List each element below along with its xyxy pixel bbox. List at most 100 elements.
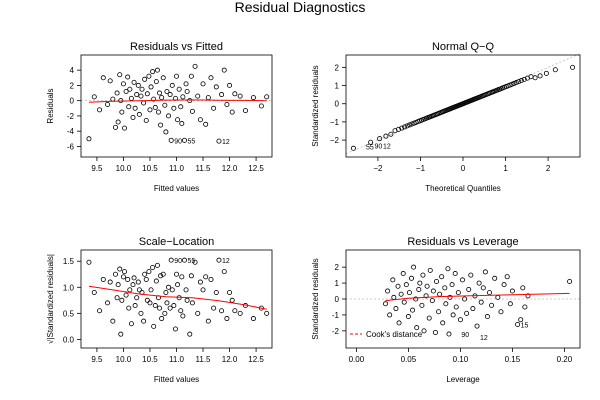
point-label: 90 [461, 332, 469, 339]
data-point [219, 308, 225, 314]
data-point [160, 75, 166, 81]
x-tick-label: 11.0 [169, 164, 185, 173]
panel-title: Scale−Location [139, 236, 215, 248]
data-point [390, 277, 396, 283]
data-point [192, 259, 198, 265]
data-point [120, 274, 126, 280]
data-point [440, 320, 446, 326]
point-label: 90 [174, 138, 182, 145]
data-point [457, 317, 463, 323]
data-point [125, 276, 131, 282]
data-point [144, 91, 150, 97]
data-point [150, 69, 156, 75]
data-point [100, 276, 106, 282]
x-tick-label: 10.5 [142, 164, 158, 173]
data-point [138, 310, 144, 316]
x-tick-label: 0.00 [349, 355, 365, 364]
data-point [181, 137, 187, 143]
data-point [537, 73, 543, 79]
data-point [205, 318, 211, 324]
data-point [112, 124, 118, 130]
residuals-vs-fitted-panel: 90 55 12 9.5 10.0 10.5 11.0 11.5 12.0 12.5 -6 -4 -2 0… [46, 41, 273, 193]
data-point [178, 308, 184, 314]
data-point [132, 303, 138, 309]
data-point [391, 294, 397, 300]
data-point [115, 282, 121, 288]
data-point [115, 119, 121, 125]
data-point [126, 104, 132, 110]
data-point [237, 310, 243, 316]
data-point [532, 75, 538, 81]
y-tick-label: -2 [332, 327, 340, 336]
point-label: 12 [222, 258, 230, 265]
data-point [178, 104, 184, 110]
data-point [402, 124, 408, 130]
data-point [442, 285, 448, 291]
data-point [117, 72, 123, 78]
data-point [232, 91, 238, 97]
data-point [396, 320, 402, 326]
data-point [141, 318, 147, 324]
data-point [395, 283, 401, 289]
data-point [180, 94, 186, 100]
data-point [399, 125, 405, 131]
data-point [221, 67, 227, 73]
x-tick-label: 0.05 [401, 355, 417, 364]
x-tick-label: 12.0 [222, 355, 238, 364]
x-tick-label: 10.0 [116, 355, 132, 364]
data-point [462, 296, 468, 302]
data-point [513, 80, 519, 86]
data-point [406, 290, 412, 296]
x-tick-label: 1 [503, 164, 508, 173]
scale-location-panel: 90 55 12 9.5 10.0 10.5 11.0 11.5 12.0 12.5 0.0 0.5 1… [46, 236, 273, 384]
data-point [420, 272, 426, 278]
data-point [183, 287, 189, 293]
x-tick-label: 2 [546, 164, 551, 173]
data-point [150, 264, 156, 270]
data-point [119, 109, 125, 115]
data-point [208, 276, 214, 282]
data-point [264, 94, 270, 100]
data-point [167, 92, 173, 98]
y-tick-label: 1.5 [63, 257, 75, 266]
data-point [118, 331, 124, 337]
data-point [400, 271, 406, 277]
y-axis-label: √|Standardized residuals| [46, 254, 55, 344]
data-point [219, 92, 225, 98]
data-point [183, 81, 189, 87]
data-point [423, 293, 429, 299]
y-tick-label: 0 [335, 100, 340, 109]
data-point [518, 78, 524, 84]
data-point [184, 89, 190, 95]
data-point [110, 318, 116, 324]
x-tick-label: 10.5 [142, 355, 158, 364]
data-point [166, 113, 172, 119]
data-point [229, 297, 235, 303]
y-tick-label: -2 [67, 112, 75, 121]
smooth-line [88, 285, 267, 310]
x-axis-label: Theoretical Quantiles [425, 184, 501, 193]
data-point [250, 316, 256, 322]
data-point [498, 309, 504, 315]
data-point [419, 302, 425, 308]
data-point [195, 93, 201, 99]
data-point [216, 138, 222, 144]
y-tick-label: 0.5 [63, 309, 75, 318]
data-point [189, 108, 195, 114]
data-point [152, 105, 158, 111]
data-point [117, 266, 123, 272]
x-tick-label: 11.5 [196, 164, 212, 173]
data-point [197, 279, 203, 285]
data-point [169, 287, 175, 293]
data-point [184, 297, 190, 303]
data-point [211, 105, 217, 111]
data-point [148, 84, 154, 90]
data-point [122, 269, 128, 275]
data-point [476, 280, 482, 286]
data-point [388, 131, 394, 137]
x-axis-label: Leverage [446, 375, 480, 384]
data-point [105, 101, 111, 107]
data-point [139, 86, 145, 92]
